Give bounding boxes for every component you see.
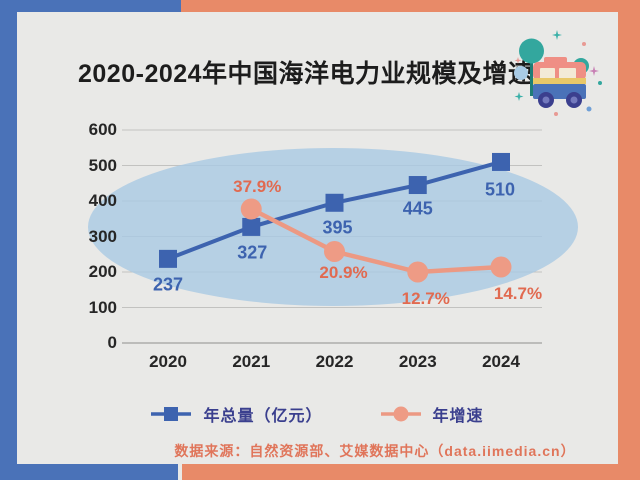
data-point-value-label: 12.7% bbox=[401, 289, 450, 308]
y-axis-tick-label: 200 bbox=[88, 262, 117, 281]
data-point-value-label: 445 bbox=[402, 198, 433, 219]
chart-legend: 年总量（亿元） 年增速 bbox=[17, 402, 618, 426]
legend-square-marker-icon bbox=[151, 407, 192, 421]
frame-top-blue-bar bbox=[0, 0, 181, 12]
data-point-value-label: 37.9% bbox=[233, 177, 282, 196]
data-point-square-marker bbox=[408, 176, 427, 195]
x-axis-tick-label: 2024 bbox=[482, 352, 520, 371]
y-axis-tick-label: 400 bbox=[88, 191, 117, 210]
data-point-value-label: 395 bbox=[322, 217, 353, 238]
legend-circle-marker-icon bbox=[380, 406, 421, 422]
data-point-value-label: 237 bbox=[152, 274, 184, 295]
data-point-value-label: 510 bbox=[484, 179, 516, 200]
legend-label: 年增速 bbox=[432, 408, 484, 425]
data-point-square-marker bbox=[159, 249, 177, 268]
data-point-square-marker bbox=[492, 152, 510, 171]
frame-right-bar bbox=[618, 0, 640, 480]
x-axis-tick-label: 2020 bbox=[149, 352, 187, 371]
data-point-value-label: 327 bbox=[237, 242, 268, 263]
y-axis-tick-label: 100 bbox=[88, 297, 117, 317]
y-axis-tick-label: 500 bbox=[88, 155, 117, 175]
data-source-note: 数据来源：自然资源部、艾媒数据中心（data.iimedia.cn） bbox=[174, 443, 576, 459]
legend-item-growth: 年增速 bbox=[380, 402, 484, 426]
x-axis-tick-label: 2023 bbox=[398, 352, 437, 371]
data-point-value-label: 14.7% bbox=[493, 284, 543, 303]
frame-bottom-blue-bar bbox=[0, 464, 178, 480]
series-line-growth bbox=[250, 206, 502, 275]
data-point-circle-marker bbox=[407, 261, 429, 283]
data-point-circle-marker bbox=[324, 241, 345, 262]
frame-bottom-orange-bar bbox=[182, 464, 640, 480]
series-line-total bbox=[167, 160, 502, 261]
legend-item-total: 年总量（亿元） bbox=[151, 402, 322, 426]
y-axis-tick-label: 300 bbox=[88, 226, 117, 246]
frame-left-bar bbox=[0, 0, 17, 480]
y-axis-tick-label: 600 bbox=[88, 120, 117, 139]
data-point-circle-marker bbox=[240, 198, 262, 220]
data-point-square-marker bbox=[242, 217, 261, 236]
chart-title: 2020-2024年中国海洋电力业规模及增速 bbox=[78, 60, 534, 88]
y-axis-tick-label: 0 bbox=[107, 333, 117, 352]
frame-top-orange-bar bbox=[181, 0, 640, 12]
toy-truck-with-trees-icon bbox=[503, 26, 607, 122]
x-axis-tick-label: 2022 bbox=[315, 352, 354, 371]
data-point-square-marker bbox=[325, 193, 344, 212]
x-axis-tick-label: 2021 bbox=[232, 352, 271, 371]
legend-label: 年总量（亿元） bbox=[203, 408, 323, 425]
data-point-circle-marker bbox=[490, 256, 512, 278]
data-point-value-label: 20.9% bbox=[319, 262, 368, 282]
